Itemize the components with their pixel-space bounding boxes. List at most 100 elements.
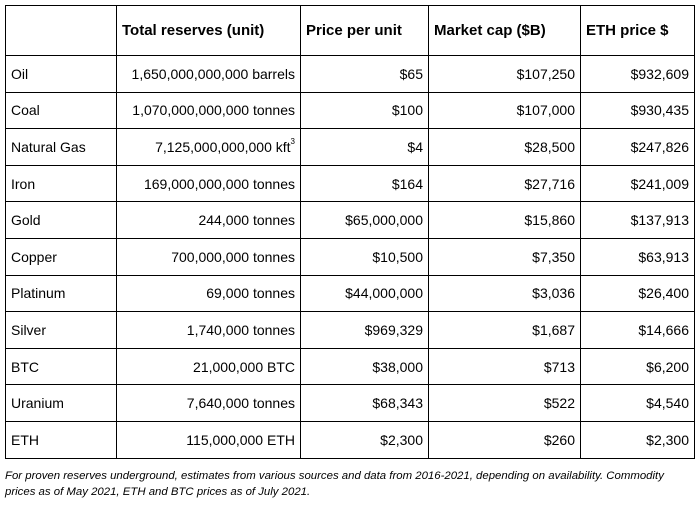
cell-price-per-unit-text: $44,000,000 <box>345 285 423 302</box>
footnote: For proven reserves underground, estimat… <box>5 470 664 498</box>
cell-price-per-unit-text: $68,343 <box>372 395 423 412</box>
cell-name: Coal <box>5 91 117 130</box>
cell-total-reserves: 1,740,000 tonnes <box>116 311 301 349</box>
cell-market-cap: $1,687 <box>428 311 581 349</box>
cell-name-text: ETH <box>11 431 39 448</box>
cell-market-cap-text: $713 <box>543 358 575 375</box>
cell-total-reserves-text: 7,640,000 tonnes <box>186 395 295 412</box>
cell-eth-price-text: $2,300 <box>646 431 689 448</box>
table-row: Silver 1,740,000 tonnes $969,329 $1,687 $14,… <box>5 311 695 349</box>
cell-name: Iron <box>5 164 117 203</box>
cell-name-text: Oil <box>11 65 29 82</box>
cell-total-reserves-text: 1,740,000 tonnes <box>186 321 295 338</box>
table-row: ETH 115,000,000 ETH $2,300 $260 $2,300 <box>5 420 695 459</box>
unit-superscript: 3 <box>290 136 295 146</box>
cell-price-per-unit: $10,500 <box>300 237 429 276</box>
header-market-cap: Market cap ($B) <box>428 5 581 56</box>
cell-eth-price: $63,913 <box>580 237 695 276</box>
cell-eth-price-text: $137,913 <box>630 212 689 229</box>
cell-eth-price-text: $26,400 <box>638 285 689 302</box>
cell-name-text: Gold <box>11 212 41 229</box>
cell-price-per-unit: $38,000 <box>300 347 429 386</box>
cell-price-per-unit-text: $65 <box>399 65 423 82</box>
cell-market-cap: $713 <box>428 347 581 386</box>
cell-name: Uranium <box>5 384 117 422</box>
cell-eth-price: $932,609 <box>580 55 695 93</box>
cell-name: ETH <box>5 420 117 459</box>
table-row: BTC 21,000,000 BTC $38,000 $713 $6,200 <box>5 347 695 386</box>
cell-price-per-unit: $65 <box>300 55 429 93</box>
cell-total-reserves: 7,125,000,000,000 kft3 <box>116 128 301 166</box>
cell-price-per-unit: $100 <box>300 91 429 130</box>
cell-total-reserves: 21,000,000 BTC <box>116 347 301 386</box>
table-row: Oil 1,650,000,000,000 barrels $65 $107,250 $… <box>5 55 695 93</box>
cell-total-reserves: 169,000,000,000 tonnes <box>116 164 301 203</box>
table-row: Iron 169,000,000,000 tonnes $164 $27,716 $24… <box>5 164 695 203</box>
cell-eth-price-text: $932,609 <box>630 65 689 82</box>
cell-total-reserves-text: 1,070,000,000,000 tonnes <box>132 102 295 119</box>
cell-price-per-unit-text: $164 <box>391 175 423 192</box>
cell-eth-price-text: $14,666 <box>638 321 689 338</box>
cell-market-cap: $28,500 <box>428 128 581 166</box>
cell-market-cap: $3,036 <box>428 274 581 313</box>
cell-total-reserves-text: 69,000 tonnes <box>206 285 295 302</box>
header-total-reserves: Total reserves (unit) <box>116 5 301 56</box>
cell-market-cap-text: $1,687 <box>532 321 575 338</box>
cell-market-cap: $107,000 <box>428 91 581 130</box>
cell-name: Copper <box>5 237 117 276</box>
cell-market-cap-text: $3,036 <box>532 285 575 302</box>
table-row: Gold 244,000 tonnes $65,000,000 $15,860 $137… <box>5 201 695 239</box>
cell-market-cap: $260 <box>428 420 581 459</box>
cell-total-reserves-text: 700,000,000 tonnes <box>171 248 295 265</box>
cell-name: Oil <box>5 55 117 93</box>
cell-eth-price: $14,666 <box>580 311 695 349</box>
cell-eth-price: $2,300 <box>580 420 695 459</box>
cell-eth-price: $930,435 <box>580 91 695 130</box>
reserves-table: Total reserves (unit) Price per unit Mar… <box>5 5 695 459</box>
cell-eth-price: $137,913 <box>580 201 695 239</box>
cell-total-reserves: 1,650,000,000,000 barrels <box>116 55 301 93</box>
cell-price-per-unit: $164 <box>300 164 429 203</box>
cell-price-per-unit: $44,000,000 <box>300 274 429 313</box>
table-row: Uranium 7,640,000 tonnes $68,343 $522 $4,540 <box>5 384 695 422</box>
cell-price-per-unit: $969,329 <box>300 311 429 349</box>
cell-price-per-unit-text: $65,000,000 <box>345 212 423 229</box>
cell-name-text: Silver <box>11 321 47 338</box>
cell-eth-price-text: $63,913 <box>638 248 689 265</box>
cell-total-reserves: 244,000 tonnes <box>116 201 301 239</box>
cell-name: BTC <box>5 347 117 386</box>
cell-eth-price-text: $241,009 <box>630 175 689 192</box>
cell-eth-price: $241,009 <box>580 164 695 203</box>
cell-eth-price-text: $930,435 <box>630 102 689 119</box>
cell-total-reserves-text: 7,125,000,000,000 kft <box>155 138 291 155</box>
cell-name-text: Uranium <box>11 395 64 412</box>
cell-name-text: Natural Gas <box>11 138 86 155</box>
table-row: Platinum 69,000 tonnes $44,000,000 $3,036 $2… <box>5 274 695 313</box>
cell-name: Gold <box>5 201 117 239</box>
cell-name-text: Coal <box>11 102 40 119</box>
cell-price-per-unit-text: $100 <box>391 102 423 119</box>
cell-price-per-unit-text: $4 <box>407 138 423 155</box>
cell-eth-price: $4,540 <box>580 384 695 422</box>
header-eth-price: ETH price $ <box>580 5 695 56</box>
cell-eth-price: $247,826 <box>580 128 695 166</box>
cell-price-per-unit-text: $10,500 <box>372 248 423 265</box>
cell-market-cap-text: $107,250 <box>516 65 575 82</box>
cell-total-reserves: 1,070,000,000,000 tonnes <box>116 91 301 130</box>
table-row: Coal 1,070,000,000,000 tonnes $100 $107,000… <box>5 91 695 130</box>
cell-market-cap: $15,860 <box>428 201 581 239</box>
cell-name-text: Copper <box>11 248 57 265</box>
cell-total-reserves-text: 21,000,000 BTC <box>193 358 295 375</box>
header-price-per-unit: Price per unit <box>300 5 429 56</box>
cell-market-cap-text: $28,500 <box>524 138 575 155</box>
header-name <box>5 5 117 56</box>
cell-market-cap: $107,250 <box>428 55 581 93</box>
cell-eth-price-text: $247,826 <box>630 138 689 155</box>
cell-eth-price: $6,200 <box>580 347 695 386</box>
cell-total-reserves-text: 115,000,000 ETH <box>186 431 295 448</box>
cell-price-per-unit-text: $38,000 <box>372 358 423 375</box>
cell-total-reserves: 700,000,000 tonnes <box>116 237 301 276</box>
cell-market-cap: $7,350 <box>428 237 581 276</box>
cell-name: Natural Gas <box>5 128 117 166</box>
